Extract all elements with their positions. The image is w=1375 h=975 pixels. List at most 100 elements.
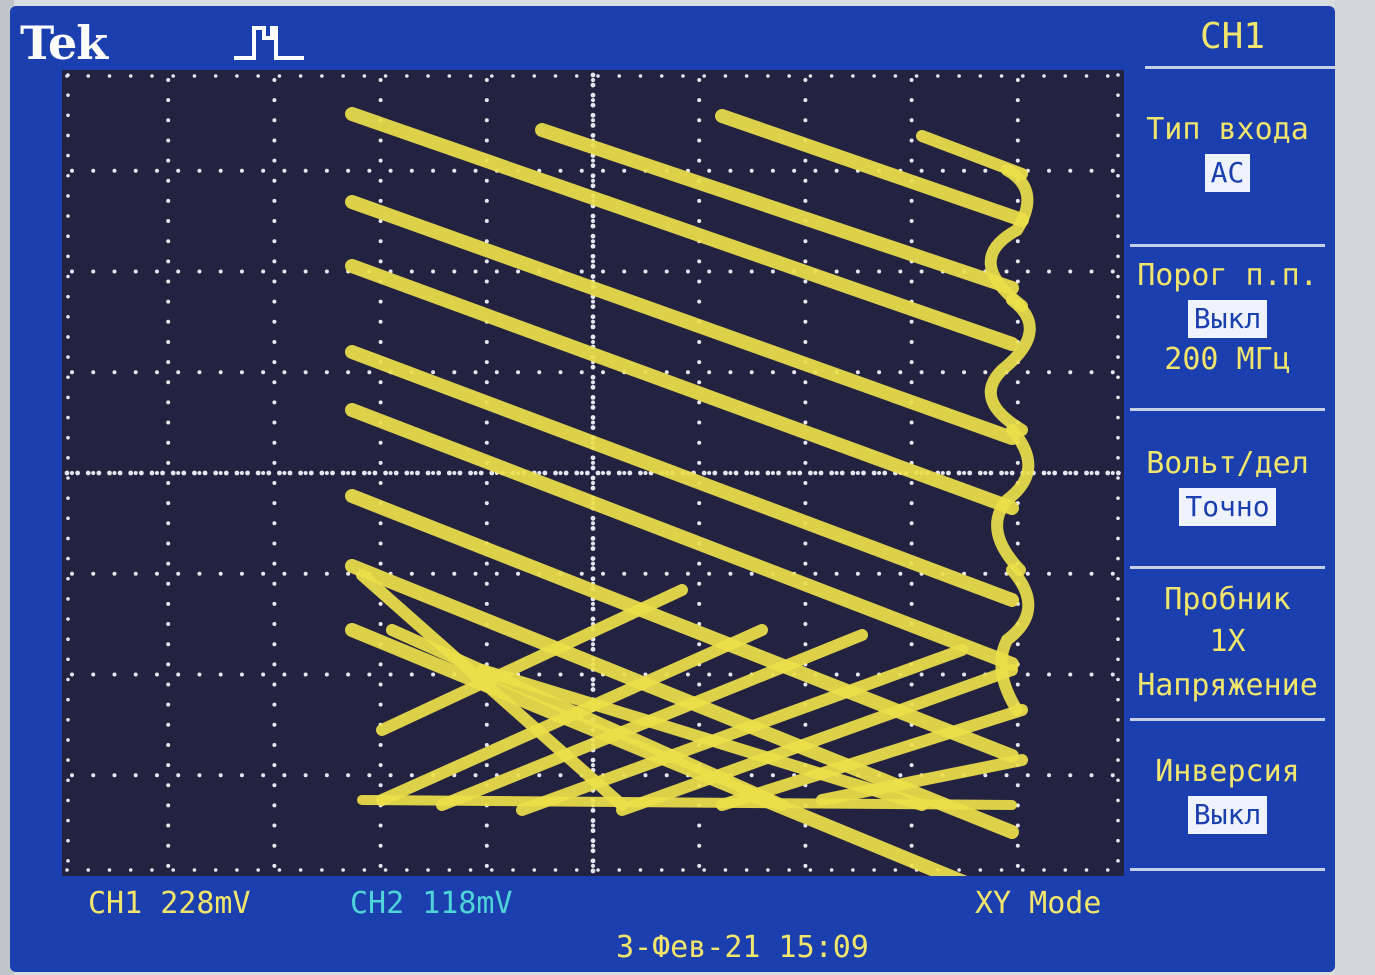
ch1-scale-readout: CH1 228mV: [88, 886, 251, 921]
graticule-dot: [239, 168, 244, 173]
graticule-dot: [282, 672, 287, 677]
graticule-dot: [107, 470, 112, 476]
graticule-dot: [303, 571, 308, 576]
graticule-dot: [511, 868, 515, 872]
graticule-dot: [484, 259, 489, 264]
xy-trace-segment: [816, 754, 1028, 806]
graticule-dot: [664, 370, 669, 375]
graticule-dot: [378, 682, 383, 687]
graticule-dot: [1116, 173, 1120, 178]
graticule-dot: [591, 763, 595, 768]
graticule-dot: [728, 269, 733, 274]
graticule-dot: [378, 622, 383, 627]
graticule-dot: [65, 868, 69, 872]
graticule-dot: [166, 481, 171, 485]
graticule-dot: [272, 420, 277, 425]
graticule-dot: [1110, 168, 1115, 173]
graticule-dot: [378, 843, 383, 848]
graticule-dot: [409, 571, 414, 576]
graticule-dot: [622, 571, 627, 576]
graticule-dot: [1110, 269, 1115, 274]
graticule-dot: [1110, 773, 1115, 778]
graticule-dot: [707, 471, 712, 475]
graticule-dot: [638, 74, 643, 78]
graticule-dot: [643, 773, 648, 778]
graticule-dot: [1116, 516, 1120, 521]
graticule-dot: [218, 168, 223, 173]
graticule-dot: [218, 773, 223, 778]
graticule-dot: [66, 435, 70, 440]
graticule-dot: [579, 571, 584, 576]
graticule-dot: [197, 471, 202, 475]
graticule-dot: [850, 470, 856, 476]
graticule-dot: [723, 74, 728, 78]
graticule-dot: [590, 173, 596, 179]
graticule-dot: [468, 868, 473, 872]
graticule-dot: [213, 868, 218, 872]
graticule-dot: [261, 168, 266, 173]
graticule-dot: [166, 420, 171, 425]
graticule-dot: [622, 471, 627, 475]
graticule-dot: [591, 521, 595, 526]
graticule-dot: [749, 370, 754, 375]
graticule-dot: [909, 78, 914, 82]
graticule-dot: [272, 98, 277, 103]
graticule-dot: [697, 219, 702, 224]
graticule-dot: [1015, 158, 1020, 163]
graticule-dot: [160, 470, 165, 476]
graticule-dot: [107, 74, 112, 78]
graticule-dot: [1116, 758, 1120, 762]
graticule-dot: [150, 868, 154, 872]
graticule-dot: [1116, 778, 1120, 783]
graticule-dot: [64, 470, 70, 476]
graticule-dot: [803, 843, 808, 848]
menu-probe[interactable]: Пробник 1X Напряжение: [1120, 580, 1335, 708]
graticule-dot: [66, 355, 70, 359]
graticule-dot: [91, 571, 96, 576]
menu-invert[interactable]: Инверсия Выкл: [1120, 752, 1335, 834]
graticule-dot: [166, 138, 171, 143]
graticule-dot: [484, 239, 489, 244]
menu-volts-div[interactable]: Вольт/дел Точно: [1120, 444, 1335, 526]
graticule-dot: [324, 370, 329, 375]
graticule-dot: [176, 471, 181, 475]
graticule-dot: [1068, 269, 1073, 274]
graticule-dot: [1116, 798, 1120, 803]
graticule-dot: [303, 672, 308, 677]
graticule-dot: [473, 370, 478, 375]
graticule-dot: [919, 269, 924, 274]
graticule-dot: [563, 470, 569, 476]
menu-probe-label: Пробник: [1164, 582, 1291, 617]
graticule-dot: [803, 198, 808, 203]
graticule-dot: [765, 470, 771, 476]
graticule-dot: [272, 178, 277, 183]
graticule-dot: [591, 98, 595, 103]
graticule-dot: [166, 78, 171, 82]
graticule-dot: [1089, 269, 1094, 274]
graticule-dot: [1116, 194, 1120, 198]
graticule-dot: [590, 838, 596, 844]
graticule-dot: [803, 319, 808, 324]
graticule-dot: [590, 687, 596, 692]
graticule-dot: [303, 471, 308, 475]
graticule-dot: [532, 74, 537, 78]
graticule-dot: [1068, 471, 1073, 475]
graticule-dot: [91, 168, 96, 173]
graticule-dot: [855, 370, 860, 375]
graticule-dot: [166, 581, 171, 586]
graticule-dot: [351, 470, 357, 476]
graticule-dot: [170, 470, 176, 476]
graticule-dot: [591, 259, 595, 264]
xy-trace-segment: [476, 664, 928, 811]
graticule-dot: [282, 370, 287, 375]
menu-volts-div-label: Вольт/дел: [1146, 446, 1309, 481]
graticule-dot: [766, 868, 770, 872]
menu-bandwidth-limit[interactable]: Порог п.п. Выкл 200 МГц: [1120, 256, 1335, 382]
menu-bandwidth-limit-value: Выкл: [1187, 300, 1268, 338]
graticule-dot: [590, 868, 596, 874]
graticule-dot: [66, 274, 70, 279]
menu-input-type[interactable]: Тип входа AC: [1120, 110, 1335, 192]
graticule-dot: [272, 400, 277, 405]
graticule-dot: [378, 662, 383, 667]
menu-volts-div-value: Точно: [1179, 488, 1276, 526]
